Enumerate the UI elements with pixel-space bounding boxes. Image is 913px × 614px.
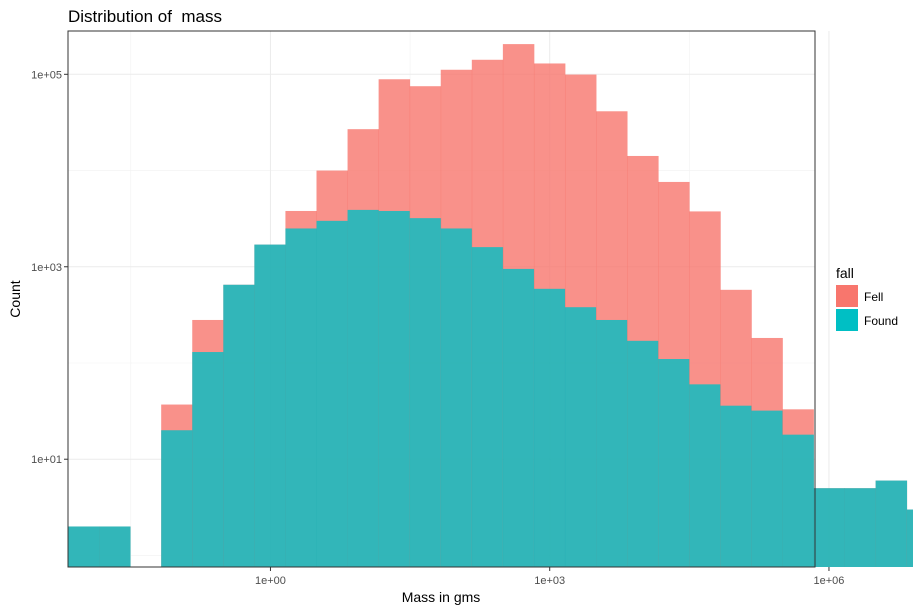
y-axis-title: Count xyxy=(7,280,23,317)
legend: fall Fell Found xyxy=(836,265,898,331)
bar-found xyxy=(440,228,473,567)
legend-label-fell: Fell xyxy=(864,290,883,304)
bar-found xyxy=(378,210,411,567)
y-tick-label: 1e+05 xyxy=(31,69,62,81)
bar-found xyxy=(751,410,783,567)
y-tick-label: 1e+01 xyxy=(31,454,62,466)
bar-found xyxy=(223,284,255,567)
bar-found xyxy=(658,359,690,567)
bar-found xyxy=(782,434,814,567)
legend-key-fell xyxy=(836,285,858,307)
bar-found xyxy=(502,268,535,567)
y-tick-label: 1e+03 xyxy=(31,262,62,274)
bar-found xyxy=(720,405,752,567)
bar-found xyxy=(689,384,721,567)
legend-title: fall xyxy=(836,265,854,281)
bar-found xyxy=(844,488,877,567)
bar-found xyxy=(813,488,845,567)
panel-border xyxy=(67,30,816,568)
x-axis-title: Mass in gms xyxy=(402,589,481,605)
bar-found xyxy=(316,220,348,567)
bar-found xyxy=(564,307,597,567)
x-tick-label: 1e+06 xyxy=(814,575,845,587)
bar-found xyxy=(471,247,504,567)
x-axis: 1e+00 1e+03 1e+06 xyxy=(255,567,844,587)
bar-found xyxy=(906,509,913,567)
x-tick-label: 1e+03 xyxy=(534,575,565,587)
bar-found xyxy=(161,430,193,567)
bar-found xyxy=(192,352,224,567)
y-axis: 1e+01 1e+03 1e+05 xyxy=(31,69,68,466)
bar-found xyxy=(875,480,908,567)
bar-found xyxy=(409,218,442,567)
bar-found xyxy=(347,209,380,567)
bar-found xyxy=(627,340,659,567)
bar-found xyxy=(285,228,317,567)
legend-key-found xyxy=(836,309,858,331)
bars xyxy=(68,44,913,568)
bar-found xyxy=(68,526,100,567)
chart-title: Distribution of mass xyxy=(68,7,222,26)
bar-found xyxy=(99,526,131,567)
bar-found xyxy=(254,244,286,567)
bar-found xyxy=(533,288,566,567)
bar-found xyxy=(596,319,628,567)
x-tick-label: 1e+00 xyxy=(255,575,286,587)
legend-label-found: Found xyxy=(864,314,898,328)
